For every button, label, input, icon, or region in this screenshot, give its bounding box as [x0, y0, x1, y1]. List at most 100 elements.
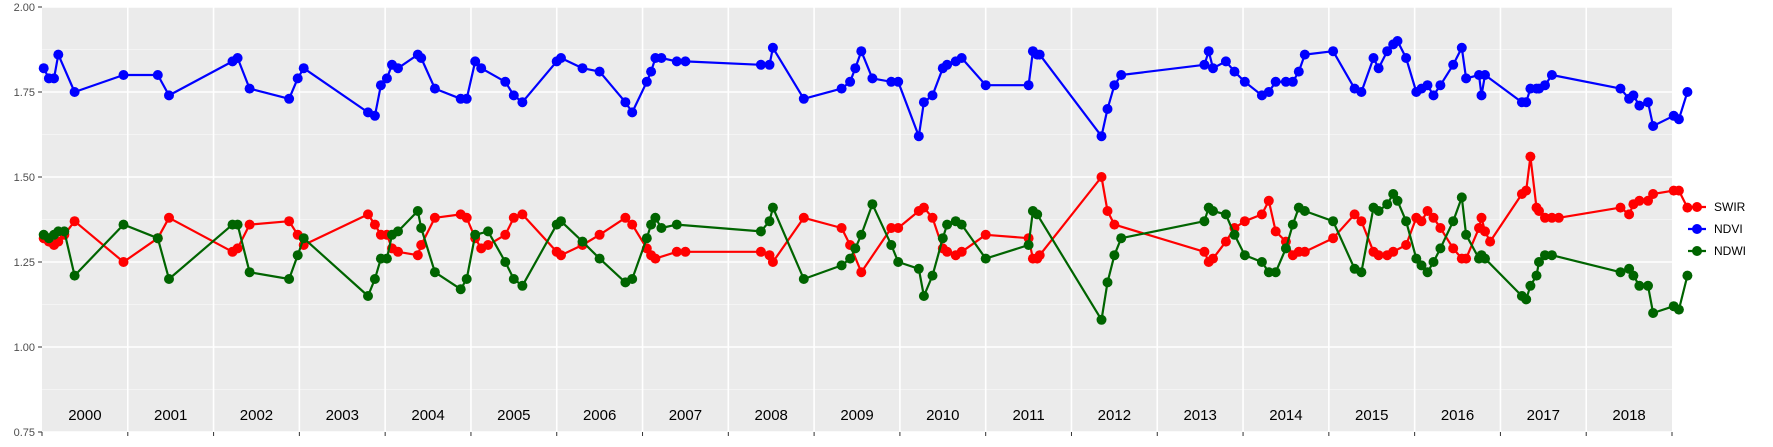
data-point-swir — [942, 246, 953, 257]
data-point-ndwi — [118, 219, 129, 230]
data-point-ndvi — [244, 83, 255, 94]
data-point-swir — [1263, 195, 1274, 206]
legend-key-marker — [1692, 224, 1702, 234]
data-point-ndvi — [893, 76, 904, 87]
data-point-ndwi — [893, 257, 904, 267]
data-point-ndvi — [1673, 114, 1684, 125]
data-point-swir — [680, 246, 691, 257]
data-point-swir — [429, 212, 440, 223]
data-point-swir — [1682, 202, 1693, 213]
data-point-ndvi — [1546, 70, 1557, 80]
data-point-ndvi — [1643, 97, 1653, 108]
data-point-ndvi — [1239, 76, 1250, 87]
data-point-ndvi — [1422, 80, 1433, 91]
series-layer — [38, 36, 1693, 325]
data-point-swir — [927, 212, 938, 223]
major-gridlines — [42, 6, 1672, 433]
data-point-ndwi — [1102, 277, 1113, 288]
series-ndwi — [38, 189, 1693, 325]
data-point-ndvi — [1293, 66, 1304, 77]
data-point-ndwi — [381, 253, 392, 264]
data-point-swir — [1435, 223, 1446, 233]
data-point-ndvi — [1521, 97, 1532, 108]
data-point-swir — [244, 219, 255, 230]
year-label: 2005 — [497, 407, 530, 424]
data-point-ndvi — [1368, 53, 1379, 63]
data-point-ndwi — [937, 233, 948, 244]
y-tick-label: 1.75 — [14, 87, 35, 99]
data-point-ndvi — [767, 42, 778, 53]
data-point-ndvi — [836, 83, 847, 94]
data-point-ndwi — [1673, 304, 1684, 315]
data-point-ndwi — [517, 280, 528, 291]
data-point-swir — [620, 212, 631, 223]
legend-key-marker — [1692, 202, 1702, 212]
year-label: 2000 — [68, 407, 101, 424]
data-point-swir — [1673, 185, 1684, 196]
year-label: 2009 — [840, 407, 873, 424]
data-point-ndwi — [483, 226, 494, 237]
data-point-swir — [232, 243, 243, 254]
legend-item-ndwi: NDWI — [1688, 244, 1746, 258]
data-point-ndwi — [1199, 216, 1210, 227]
data-point-ndwi — [867, 199, 878, 210]
legend: SWIR NDVI NDWI — [1688, 200, 1746, 258]
data-point-ndwi — [1531, 270, 1542, 281]
data-point-ndwi — [292, 250, 303, 261]
data-point-ndwi — [1540, 250, 1550, 261]
data-point-ndwi — [1643, 280, 1653, 291]
data-point-swir — [836, 223, 847, 233]
year-label: 2016 — [1441, 407, 1474, 424]
data-point-ndvi — [1203, 46, 1214, 57]
data-point-ndvi — [1199, 59, 1210, 70]
series-swir — [38, 151, 1693, 278]
data-point-swir — [1299, 246, 1310, 257]
data-point-ndvi — [656, 53, 667, 63]
data-point-ndvi — [1634, 100, 1645, 111]
data-point-swir — [164, 212, 174, 223]
data-point-ndwi — [650, 212, 661, 223]
data-point-ndwi — [942, 219, 953, 230]
data-point-ndwi — [1525, 280, 1536, 291]
data-point-ndwi — [508, 274, 519, 284]
data-point-ndwi — [1682, 270, 1693, 281]
data-point-ndvi — [764, 59, 775, 70]
data-point-ndwi — [1428, 257, 1439, 267]
data-point-ndvi — [1263, 87, 1274, 97]
data-point-swir — [956, 246, 967, 257]
data-point-ndvi — [284, 93, 295, 104]
data-point-swir — [671, 246, 682, 257]
data-point-ndvi — [461, 93, 472, 104]
data-point-swir — [918, 202, 929, 213]
data-point-ndwi — [1270, 267, 1281, 278]
data-point-ndwi — [755, 226, 766, 237]
data-point-swir — [1373, 250, 1384, 261]
data-point-ndvi — [508, 90, 519, 101]
data-point-swir — [1239, 216, 1250, 227]
data-point-ndwi — [363, 291, 373, 301]
data-point-ndwi — [1416, 260, 1427, 271]
data-point-ndvi — [1448, 59, 1459, 70]
data-point-swir — [1034, 250, 1045, 261]
data-point-ndwi — [1373, 206, 1384, 216]
data-point-ndvi — [913, 131, 924, 142]
data-point-ndvi — [1682, 87, 1693, 97]
data-point-swir — [1328, 233, 1339, 244]
data-point-swir — [1461, 253, 1472, 264]
data-point-swir — [1270, 226, 1281, 237]
data-point-swir — [1220, 236, 1231, 247]
data-point-swir — [1643, 195, 1653, 206]
data-point-ndvi — [1480, 70, 1490, 80]
data-point-ndwi — [1401, 216, 1412, 227]
data-point-ndvi — [1034, 49, 1045, 60]
data-point-swir — [284, 216, 295, 227]
data-point-swir — [1615, 202, 1626, 213]
data-point-swir — [393, 246, 403, 257]
year-label: 2015 — [1355, 407, 1388, 424]
data-point-ndvi — [680, 56, 691, 67]
data-point-ndvi — [69, 87, 80, 97]
data-point-ndvi — [1208, 63, 1218, 74]
data-point-swir — [1553, 212, 1564, 223]
y-axis: 0.75 1.00 1.25 1.50 1.75 2.00 — [14, 2, 42, 439]
